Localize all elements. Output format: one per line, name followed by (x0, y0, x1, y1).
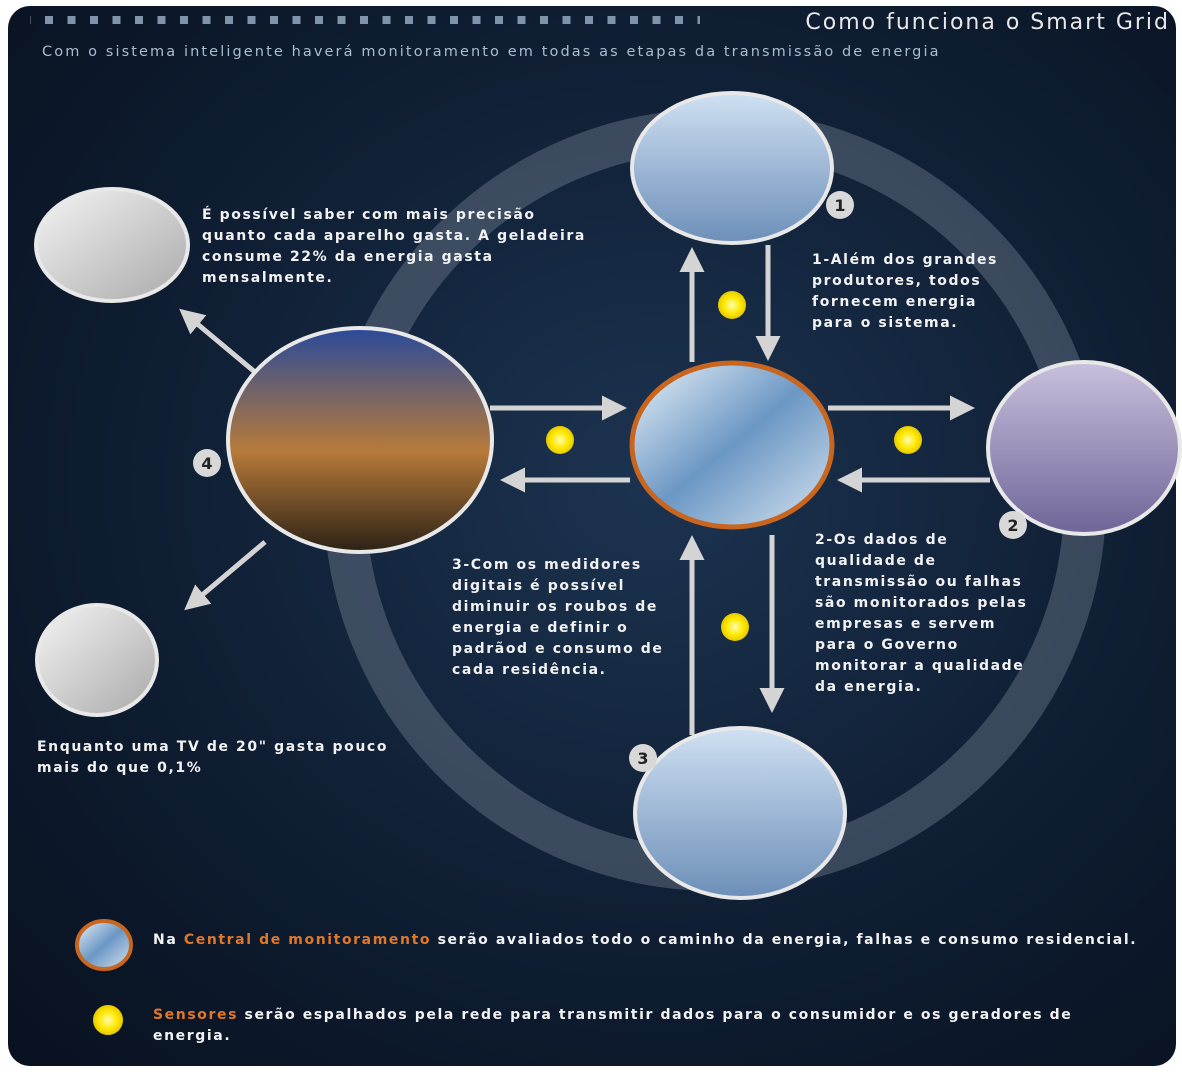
house-image (228, 328, 492, 552)
badge-label: 3 (637, 749, 648, 768)
badge-label: 4 (201, 454, 212, 473)
legend-text: serão avaliados todo o caminho da energi… (431, 932, 1137, 948)
page: Smart Grid {"header": {"title": "Como fu… (0, 0, 1182, 1074)
sensor (894, 426, 922, 454)
step-text: 1-Além dos grandes produtores, todos for… (812, 250, 1012, 334)
legend-item: Na Central de monitoramento serão avalia… (153, 930, 1153, 951)
arrow (183, 312, 262, 378)
subtitle: Com o sistema inteligente haverá monitor… (42, 44, 941, 60)
badge-label: 1 (834, 196, 845, 215)
arrow (188, 542, 265, 607)
header-decoration (30, 12, 700, 26)
legend-text: serão espalhados pela rede para transmit… (153, 1007, 1072, 1044)
legend-sensor-icon (93, 1005, 123, 1035)
badge: 3 (629, 744, 657, 772)
note-text: Enquanto uma TV de 20" gasta pouco mais … (37, 737, 397, 779)
dam-image (632, 93, 832, 243)
badge: 4 (193, 449, 221, 477)
monitoring-center-image (632, 363, 832, 527)
legend-highlight: Central de monitoramento (184, 932, 431, 948)
fridge-image (36, 189, 188, 301)
legend-text: Na (153, 932, 184, 948)
tower-image (988, 362, 1180, 534)
step-text: 2-Os dados de qualidade de transmissão o… (815, 530, 1040, 698)
legend-center-icon (77, 921, 131, 969)
sensor (546, 426, 574, 454)
title: Como funciona o Smart Grid (805, 10, 1170, 35)
step-text: 3-Com os medidores digitais é possível d… (452, 555, 697, 681)
badge: 1 (826, 191, 854, 219)
legend-highlight: Sensores (153, 1007, 238, 1023)
body: 1 2 3 4 Como funciona o Smart Grid Com o… (0, 0, 1182, 1074)
note-text: É possível saber com mais precisão quant… (202, 205, 602, 289)
pole-image (635, 728, 845, 898)
legend-item: Sensores serão espalhados pela rede para… (153, 1005, 1073, 1047)
infographic: 1 2 3 4 Como funciona o Smart Grid Com o… (0, 0, 1182, 1074)
sensor (718, 291, 746, 319)
tv-image (37, 605, 157, 715)
sensor (721, 613, 749, 641)
